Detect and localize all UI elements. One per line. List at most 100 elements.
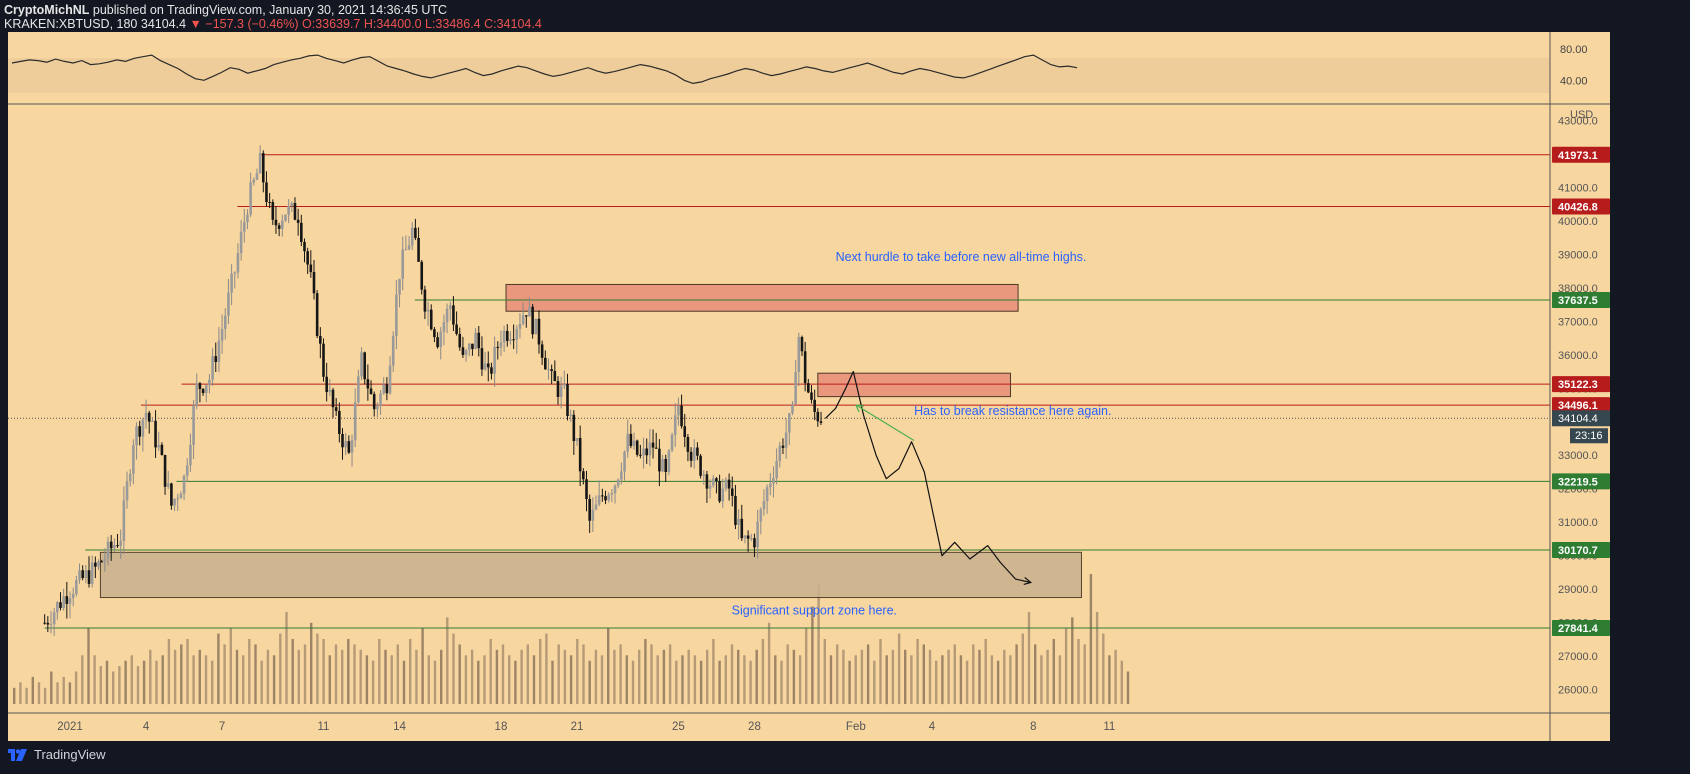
candle-body [550,369,553,372]
candle-body [78,570,81,581]
candle-body [816,411,820,422]
candle-body [601,495,604,497]
candle-body [788,413,791,433]
volume-bar [613,649,616,704]
axis-unit-label: USD [1570,109,1593,121]
candle-body [75,580,78,594]
candle-body [540,344,544,358]
candle-body [448,305,452,309]
volume-bar [805,628,808,704]
candle-body [160,444,164,456]
price-label-text: 35122.3 [1558,379,1598,391]
volume-bar [675,660,678,704]
volume-bar [118,666,121,704]
candle-body [363,352,366,380]
candle-body [569,414,572,416]
candle-body [537,318,541,345]
candle-body [201,389,205,394]
tradingview-logo[interactable]: TradingView [8,747,106,762]
candle-body [303,241,306,252]
candle-body [512,339,515,341]
candle-body [322,343,325,377]
ohlc-values: O:33639.7 H:34400.0 L:33486.4 C:34104.4 [302,17,542,31]
candle-body [651,442,655,448]
volume-bar [1058,655,1062,705]
volume-bar [916,639,919,704]
price-label-box [1552,146,1610,163]
candle-body [353,402,357,441]
price-chart[interactable]: 80.00 40.00 Next hurdle to take before new… [0,0,1690,741]
candle-body [461,347,465,355]
resistance-zone-box[interactable] [505,283,1019,312]
y-tick-label: 36000.0 [1558,350,1598,362]
candle-body [778,445,782,461]
candle-body [528,306,531,317]
candle-body [429,309,433,330]
volume-bar [1040,655,1043,705]
volume-bar [13,687,16,705]
volume-bar [489,639,492,704]
candle-body [185,465,189,476]
support-zone-box[interactable] [99,551,1082,599]
volume-bar [761,639,765,704]
volume-bar [607,628,610,704]
countdown-box [1570,428,1608,444]
volume-bar [576,639,579,704]
candle-body [721,488,725,502]
candle-body [388,365,392,394]
volume-bar [928,649,932,704]
volume-bar [390,655,393,705]
publish-date: published on TradingView.com, January 30… [89,3,448,17]
volume-bar [563,649,567,704]
volume-bar [334,644,338,704]
candle-body [274,219,278,226]
candle-body [109,541,113,549]
volume-bar [229,628,232,704]
volume-bar [1015,644,1018,704]
candle-body [588,499,591,521]
volume-bar [693,655,697,705]
volume-bar [1046,649,1049,704]
volume-bar [953,644,956,704]
volume-bar [681,655,684,705]
candle-body [509,339,512,341]
candle-body [727,479,731,489]
candle-body [249,182,252,215]
volume-bar [539,639,542,704]
candle-body [673,415,677,435]
volume-bar [421,628,424,704]
volume-bar [198,649,201,704]
resistance-zone-box[interactable] [817,372,1011,398]
x-tick-label: 4 [143,721,150,733]
candle-body [756,521,759,548]
candle-body [768,483,772,488]
candle-body [635,440,639,455]
volume-bar [1027,611,1031,704]
candle-body [90,562,94,584]
rsi-line [11,54,1078,85]
volume-bar [112,671,115,704]
volume-bar [347,639,350,704]
candle-body [515,328,519,340]
candle-body [372,393,376,410]
price-label-box [1552,291,1610,308]
candle-body [445,308,449,323]
candle-body [379,393,382,407]
candle-body [544,357,547,370]
projection-path[interactable] [824,370,1031,584]
candle-body [56,602,59,613]
volume-bar [860,649,864,704]
green-arrow-line [855,404,915,442]
candle-body [252,179,256,183]
volume-bar [724,655,727,705]
volume-bar [749,660,752,704]
chart-header: CryptoMichNL published on TradingView.co… [4,0,1684,32]
candle-body [610,493,614,495]
y-tick-label: 40000.0 [1558,216,1598,228]
volume-bar [897,633,901,704]
candle-body [214,356,218,362]
candle-body [315,293,319,337]
volume-bar [341,649,344,704]
volume-bar [1034,644,1037,704]
volume-bar [594,649,598,704]
